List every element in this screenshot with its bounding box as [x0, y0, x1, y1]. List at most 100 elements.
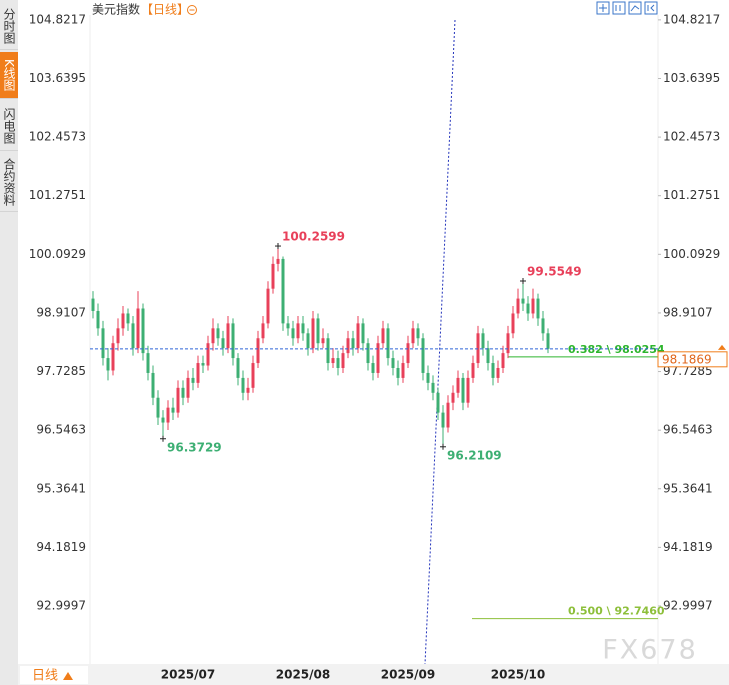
y-tick-label-right: 102.4573	[663, 130, 720, 144]
candle-body	[281, 258, 285, 324]
candle-body	[546, 333, 550, 349]
candle-body	[481, 333, 485, 349]
candle-body	[146, 353, 150, 373]
x-tick-label: 2025/08	[276, 668, 330, 682]
candle-body	[516, 298, 520, 314]
watermark: FX678	[602, 635, 698, 666]
candle-body	[246, 387, 250, 393]
extreme-label: 96.2109	[447, 448, 502, 462]
y-tick-label-right: 103.6395	[663, 71, 720, 85]
sidebar-tab[interactable]: 闪电图	[0, 101, 18, 151]
candle-body	[306, 333, 310, 349]
y-tick-label-left: 100.0929	[29, 247, 86, 261]
candle-body	[391, 358, 395, 368]
candle-body	[461, 377, 465, 403]
candle-body	[181, 387, 185, 398]
y-tick-label-right: 96.5463	[663, 423, 713, 437]
candle-body	[266, 288, 270, 324]
candle-body	[311, 318, 315, 349]
chart-title: 美元指数	[92, 2, 140, 17]
candle-body	[186, 377, 190, 398]
candle-body	[386, 328, 390, 359]
price-box	[657, 351, 728, 368]
fib-label: 0.500 \ 92.7460	[568, 605, 665, 618]
candle-body	[361, 323, 365, 344]
candle-body	[416, 328, 420, 339]
sidebar-tab[interactable]: K线图	[0, 52, 18, 99]
candle-body	[276, 258, 280, 264]
candle-body	[541, 318, 545, 334]
candle-body	[431, 382, 435, 393]
y-tick-label-right: 100.0929	[663, 247, 720, 261]
candle-body	[216, 328, 220, 339]
candle-body	[356, 323, 360, 349]
candle-body	[326, 338, 330, 364]
candle-body	[436, 392, 440, 413]
price-label: 98.1869	[662, 352, 712, 366]
candle-body	[231, 323, 235, 359]
y-tick-label-left: 97.7285	[36, 364, 86, 378]
y-tick-label-right: 101.2751	[663, 188, 720, 202]
y-tick-label-left: 94.1819	[36, 540, 86, 554]
candle-body	[511, 313, 515, 334]
candle-body	[526, 303, 530, 314]
candle-body	[531, 298, 535, 314]
sidebar: 分时图 K线图闪电图合约资料	[0, 0, 18, 685]
y-tick-label-left: 92.9997	[36, 598, 86, 612]
y-tick-label-right: 95.3641	[663, 481, 713, 495]
candle-body	[286, 323, 290, 329]
candle-body	[256, 338, 260, 364]
y-tick-label-left: 98.9107	[36, 305, 86, 319]
candle-body	[151, 372, 155, 398]
candle-body	[131, 323, 135, 349]
candle-body	[381, 328, 385, 344]
candle-body	[111, 343, 115, 371]
candle-body	[91, 298, 95, 311]
candle-body	[316, 318, 320, 344]
candle-body	[241, 377, 245, 393]
y-tick-label-left: 96.5463	[36, 423, 86, 437]
candle-body	[496, 367, 500, 378]
candle-body	[176, 387, 180, 413]
candle-body	[141, 308, 145, 354]
zoom-out-icon[interactable]	[187, 5, 197, 15]
candle-body	[376, 343, 380, 373]
candle-body	[426, 372, 430, 383]
period-button-arrow[interactable]	[63, 672, 73, 680]
y-tick-label-right: 94.1819	[663, 540, 713, 554]
candle-body	[521, 298, 525, 304]
sidebar-tab[interactable]: 分时图	[0, 3, 18, 50]
candle-body	[296, 323, 300, 339]
candle-body	[236, 358, 240, 378]
extreme-label: 100.2599	[282, 230, 345, 244]
candle-body	[336, 358, 340, 368]
candle-body	[371, 363, 375, 373]
candle-body	[191, 377, 195, 383]
y-tick-label-left: 102.4573	[29, 130, 86, 144]
x-tick-label: 2025/09	[381, 668, 435, 682]
candle-body	[346, 338, 350, 354]
candle-body	[171, 407, 175, 413]
price-arrow	[718, 344, 726, 350]
x-axis-bar	[18, 664, 729, 685]
extreme-label: 99.5549	[527, 264, 582, 278]
candle-body	[501, 353, 505, 368]
y-tick-label-left: 101.2751	[29, 188, 86, 202]
candle-body	[491, 363, 495, 378]
candle-body	[251, 363, 255, 388]
candle-body	[476, 333, 480, 364]
toolbar-icons[interactable]	[596, 1, 658, 15]
x-tick-label: 2025/10	[491, 668, 545, 682]
candle-body	[451, 392, 455, 403]
y-tick-label-right: 97.7285	[663, 364, 713, 378]
candle-body	[161, 417, 165, 423]
y-tick-label-right: 92.9997	[663, 598, 713, 612]
period-button-label[interactable]: 日线	[32, 669, 58, 684]
sidebar-tab[interactable]: 合约资料	[0, 153, 18, 212]
candle-body	[166, 407, 170, 423]
candle-body	[291, 328, 295, 339]
trend-line	[424, 19, 456, 665]
candle-body	[126, 313, 130, 324]
candle-body	[456, 377, 460, 393]
